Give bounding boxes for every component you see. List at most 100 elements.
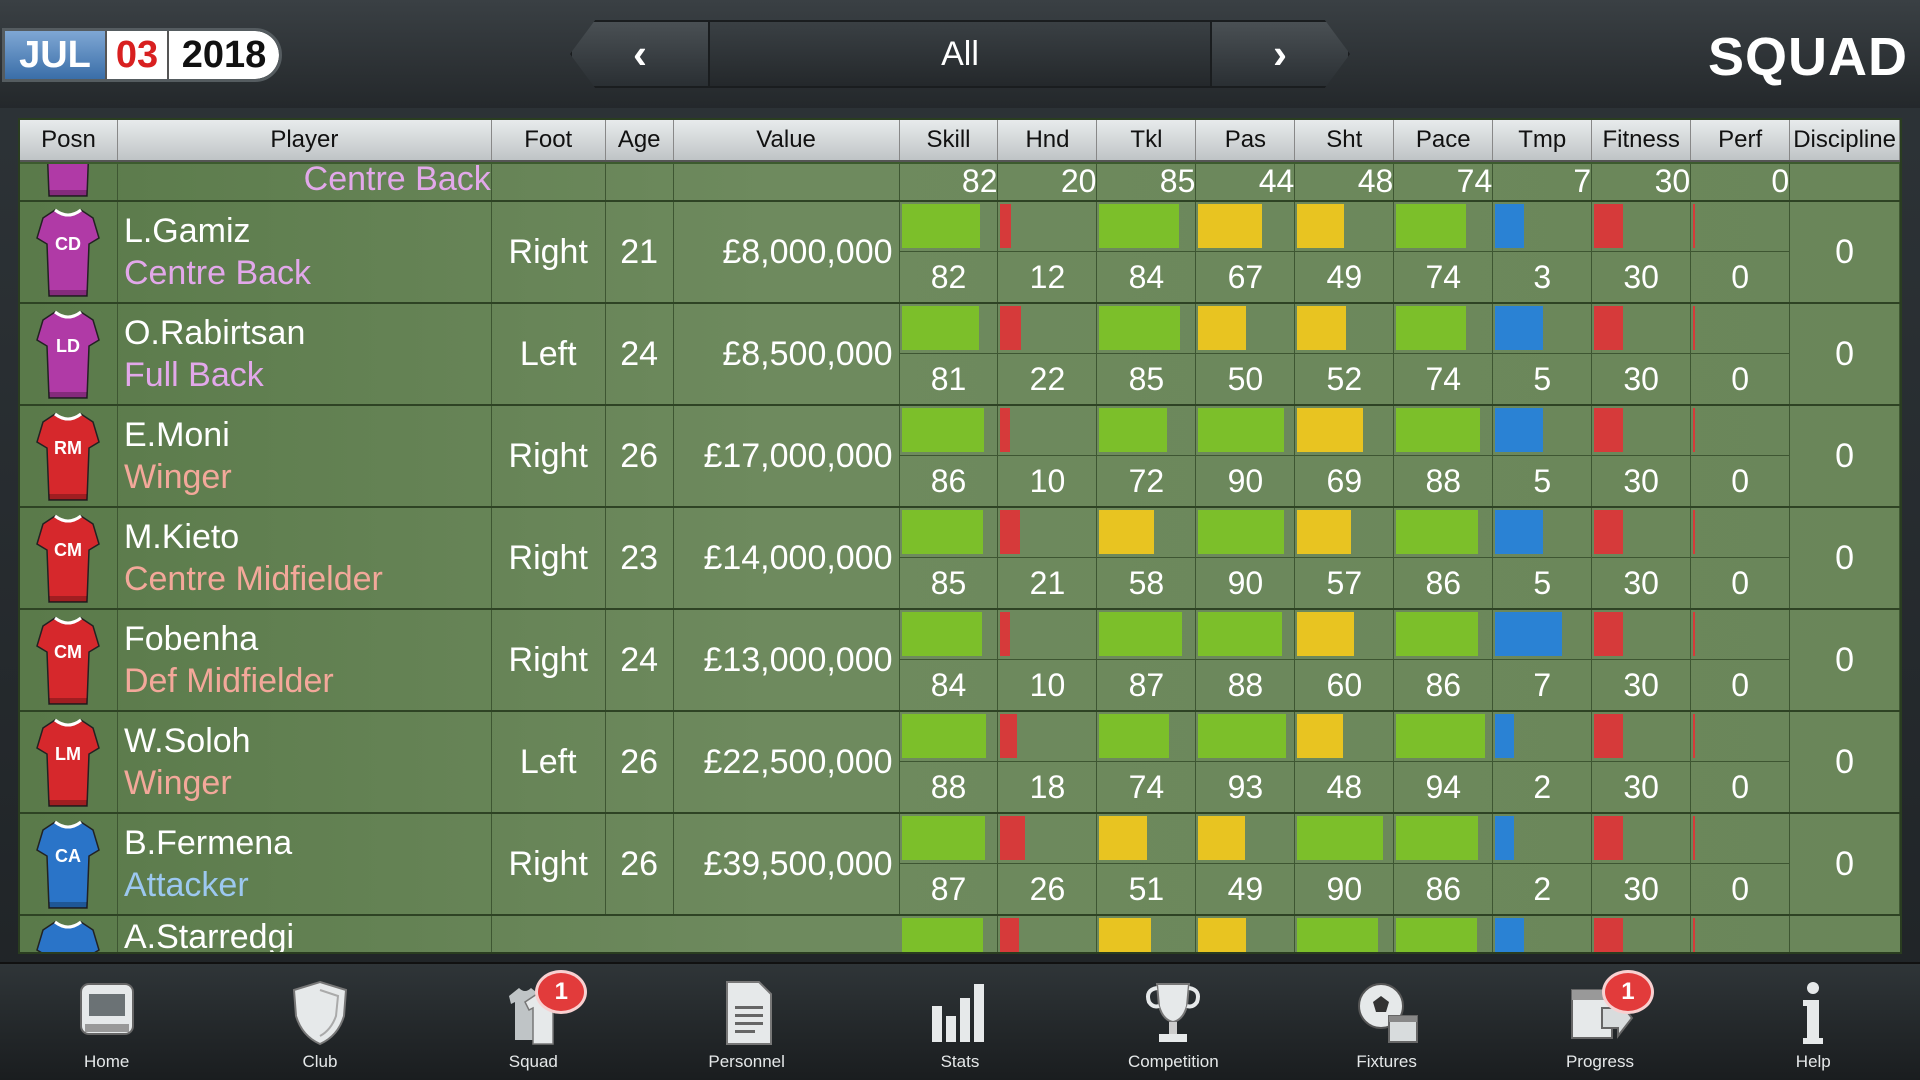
- table-row[interactable]: CM M.Kieto Centre Midfielder Right 23 £14,000…: [20, 508, 1900, 610]
- filter-next-button[interactable]: ›: [1210, 20, 1350, 88]
- column-header-skill[interactable]: Skill: [900, 120, 999, 160]
- nav-club[interactable]: Club: [213, 964, 426, 1080]
- stat-cell-fitness: [1592, 916, 1692, 952]
- stat-bar-sht: [1297, 714, 1344, 758]
- stat-cell-sht: 57: [1295, 508, 1395, 608]
- nav-competition[interactable]: Competition: [1067, 964, 1280, 1080]
- position-cell: CA: [20, 814, 118, 914]
- position-cell: LM: [20, 712, 118, 812]
- table-row[interactable]: CD L.Gamiz Centre Back Right 21 £8,000,000 82 1…: [20, 202, 1900, 304]
- column-header-sht[interactable]: Sht: [1295, 120, 1395, 160]
- player-name[interactable]: E.Moni: [123, 416, 230, 454]
- stat-bar-pas: [1198, 408, 1285, 452]
- table-row[interactable]: LD O.Rabirtsan Full Back Left 24 £8,500,000 81…: [20, 304, 1900, 406]
- stat-cell-tmp: 7: [1493, 164, 1593, 200]
- table-row[interactable]: CA B.Fermena Attacker Right 26 £39,500,000 87 2…: [20, 814, 1900, 916]
- column-header-foot[interactable]: Foot: [492, 120, 606, 160]
- table-row[interactable]: LM W.Soloh Winger Left 26 £22,500,000 88 18 74 93…: [20, 712, 1900, 814]
- stat-bar-pas: [1198, 204, 1263, 248]
- stat-value-tmp: 7: [1533, 666, 1552, 703]
- nav-label: Help: [1795, 1052, 1831, 1071]
- nav-progress[interactable]: Progress 1: [1493, 964, 1706, 1080]
- stat-bar-zone: [1493, 202, 1592, 252]
- table-body[interactable]: Centre Back 82 20 85 44 48 74 7 30 0 CD L.Gamiz Cen…: [20, 164, 1900, 954]
- stat-value-tmp: 2: [1533, 768, 1552, 805]
- stat-value-skill: 84: [930, 666, 967, 703]
- stat-bar-zone: [1097, 508, 1196, 558]
- player-name[interactable]: Fobenha: [123, 620, 259, 658]
- stat-bar-zone: [1295, 712, 1394, 762]
- column-header-perf[interactable]: Perf: [1691, 120, 1791, 160]
- column-header-discipline[interactable]: Discipline: [1790, 120, 1900, 160]
- nav-stats[interactable]: Stats: [853, 964, 1066, 1080]
- player-role: Centre Back: [123, 254, 312, 292]
- stat-bar-pas: [1198, 816, 1246, 860]
- stat-bar-zone: [1196, 406, 1295, 456]
- player-name[interactable]: W.Soloh: [123, 722, 251, 760]
- player-name[interactable]: L.Gamiz: [123, 212, 251, 250]
- stat-cell-tkl: 74: [1097, 712, 1197, 812]
- player-name[interactable]: O.Rabirtsan: [123, 314, 306, 352]
- stat-value-sht: 60: [1326, 666, 1363, 703]
- player-cell: M.Kieto Centre Midfielder: [118, 508, 492, 608]
- nav-personnel[interactable]: Personnel: [640, 964, 853, 1080]
- nav-home[interactable]: Home: [0, 964, 213, 1080]
- table-row[interactable]: Centre Back 82 20 85 44 48 74 7 30 0: [20, 164, 1900, 202]
- stat-cell-hnd: 10: [998, 610, 1098, 710]
- stat-cell-tmp: 2: [1493, 712, 1593, 812]
- column-header-tmp[interactable]: Tmp: [1493, 120, 1593, 160]
- stat-bar-tkl: [1099, 408, 1168, 452]
- stat-cell-pace: 74: [1394, 304, 1494, 404]
- filter-label[interactable]: All: [710, 20, 1210, 88]
- stat-bar-zone: [1097, 610, 1196, 660]
- stat-bar-zone: [1196, 304, 1295, 354]
- column-header-tkl[interactable]: Tkl: [1097, 120, 1197, 160]
- stat-bar-zone: [1097, 814, 1196, 864]
- table-row[interactable]: CM Fobenha Def Midfielder Right 24 £13,000,00…: [20, 610, 1900, 712]
- table-row[interactable]: RM E.Moni Winger Right 26 £17,000,000 86 10 72 90…: [20, 406, 1900, 508]
- chevron-left-icon: ‹: [633, 30, 647, 77]
- column-header-fitness[interactable]: Fitness: [1592, 120, 1692, 160]
- stat-bar-zone: [1295, 202, 1394, 252]
- shirt-icon: LM: [36, 718, 101, 807]
- stat-cell-perf: 0: [1691, 164, 1791, 200]
- stat-value-pas: 44: [1258, 164, 1295, 199]
- date-day: 03: [105, 31, 167, 79]
- stat-cell-pas: 90: [1196, 406, 1296, 506]
- stat-cell-fitness: 30: [1592, 202, 1692, 302]
- stat-bar-fitness: [1594, 714, 1624, 758]
- stat-bar-tmp: [1495, 612, 1563, 656]
- column-header-pace[interactable]: Pace: [1394, 120, 1494, 160]
- column-header-hnd[interactable]: Hnd: [998, 120, 1098, 160]
- stat-cell-tkl: 51: [1097, 814, 1197, 914]
- stat-bar-zone: [899, 814, 998, 864]
- stat-bar-zone: [1196, 916, 1294, 952]
- player-name[interactable]: A.Starredgi: [123, 918, 295, 954]
- player-role: Centre Back: [303, 164, 491, 198]
- stat-bar-zone: [1394, 406, 1493, 456]
- column-header-player[interactable]: Player: [118, 120, 492, 160]
- stat-value-hnd: 18: [1029, 768, 1066, 805]
- nav-squad[interactable]: Squad 1: [427, 964, 640, 1080]
- stat-value-pas: 93: [1227, 768, 1264, 805]
- squad-table[interactable]: Posn Player Foot Age Value Skill Hnd Tkl Pas Sht P…: [18, 118, 1902, 954]
- filter-prev-button[interactable]: ‹: [570, 20, 710, 88]
- stat-value-perf: 0: [1731, 870, 1750, 907]
- position-cell: CM: [20, 610, 118, 710]
- nav-fixtures[interactable]: Fixtures: [1280, 964, 1493, 1080]
- stat-bar-skill: [901, 612, 982, 656]
- stat-bar-pas: [1198, 306, 1247, 350]
- discipline-cell: 0: [1790, 304, 1900, 404]
- nav-help[interactable]: Help: [1707, 964, 1920, 1080]
- column-header-posn[interactable]: Posn: [20, 120, 118, 160]
- player-name[interactable]: B.Fermena: [123, 824, 293, 862]
- table-row[interactable]: A.Starredgi: [20, 916, 1900, 954]
- stat-cell-perf: 0: [1691, 508, 1791, 608]
- player-name[interactable]: M.Kieto: [123, 518, 240, 556]
- column-header-pas[interactable]: Pas: [1196, 120, 1296, 160]
- stat-value-pace: 88: [1425, 462, 1462, 499]
- header-bar: JUL 03 2018 ‹ All › SQUAD: [0, 0, 1920, 108]
- column-header-age[interactable]: Age: [606, 120, 674, 160]
- stat-cell-perf: 0: [1691, 406, 1791, 506]
- column-header-value[interactable]: Value: [674, 120, 900, 160]
